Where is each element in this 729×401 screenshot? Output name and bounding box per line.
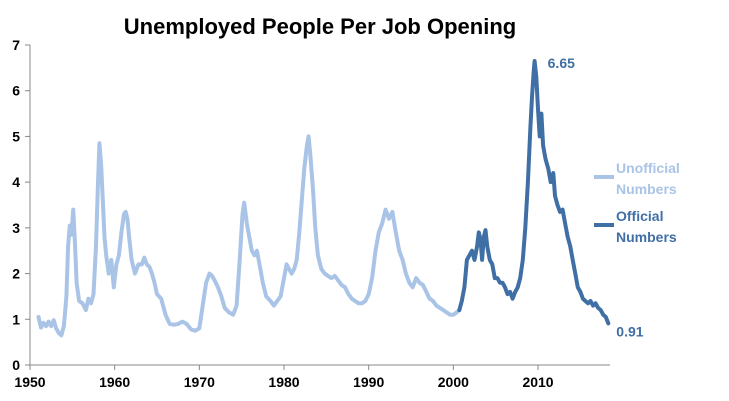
y-tick-label-7: 7 xyxy=(12,37,20,53)
x-tick-label-2: 1970 xyxy=(184,374,215,390)
y-tick-label-2: 2 xyxy=(12,266,20,282)
x-tick-label-1: 1960 xyxy=(99,374,130,390)
chart-annotations: 6.65 0.91 xyxy=(548,55,644,339)
annotation-label-0: 6.65 xyxy=(548,55,575,71)
x-tick-label-5: 2000 xyxy=(438,374,469,390)
legend-label-unofficial: Unofficial Numbers xyxy=(616,160,680,197)
chart-ticks: 0 1 2 3 4 5 6 7 1950 1960 1970 1980 1990 2000 2010 xyxy=(12,37,554,390)
x-tick-label-6: 2010 xyxy=(522,374,553,390)
y-tick-label-0: 0 xyxy=(12,357,20,373)
x-tick-label-0: 1950 xyxy=(14,374,45,390)
x-tick-label-3: 1980 xyxy=(268,374,299,390)
chart-series-group xyxy=(36,59,611,338)
y-tick-label-3: 3 xyxy=(12,220,20,236)
series-line-official xyxy=(457,59,611,326)
legend-item-unofficial: Unofficial Numbers xyxy=(594,158,726,200)
y-tick-label-6: 6 xyxy=(12,83,20,99)
legend-swatch-official xyxy=(594,223,614,227)
y-tick-label-5: 5 xyxy=(12,128,20,144)
legend-label-official: Official Numbers xyxy=(616,208,677,245)
chart-title: Unemployed People Per Job Opening xyxy=(123,14,517,39)
y-tick-label-4: 4 xyxy=(12,174,20,190)
annotation-label-1: 0.91 xyxy=(616,323,643,339)
legend-item-official: Official Numbers xyxy=(594,206,726,248)
y-tick-label-1: 1 xyxy=(12,311,20,327)
chart-axes xyxy=(29,45,610,366)
series-line-unofficial xyxy=(36,134,462,338)
x-tick-label-4: 1990 xyxy=(353,374,384,390)
legend-swatch-unofficial xyxy=(594,175,614,179)
